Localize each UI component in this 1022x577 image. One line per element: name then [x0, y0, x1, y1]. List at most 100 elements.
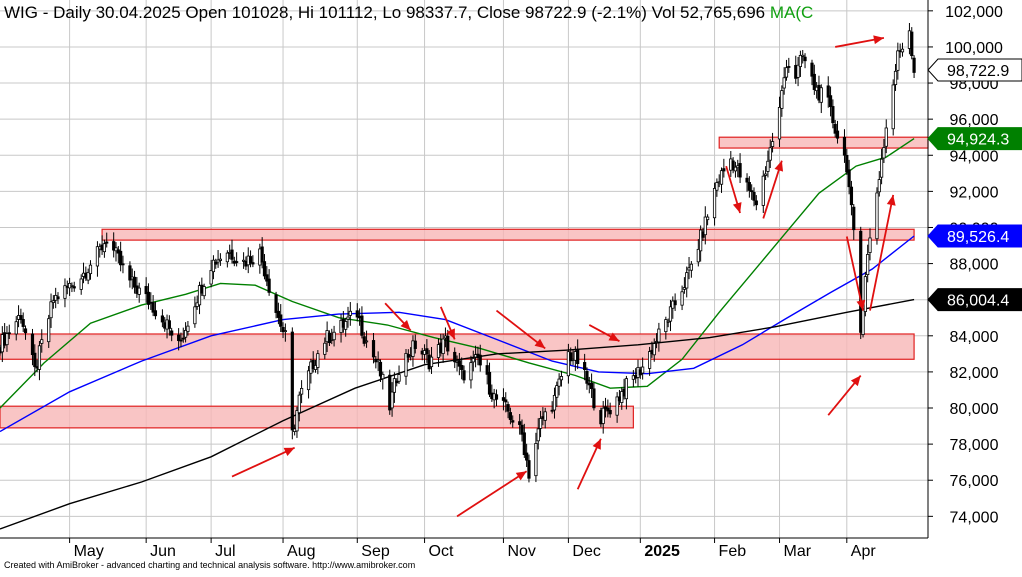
candle-body: [747, 182, 751, 191]
value-badge-ma-long: 86,004.4: [927, 288, 1022, 312]
candle-body: [608, 409, 612, 415]
candle-body: [360, 315, 364, 336]
candle-body: [852, 206, 856, 231]
candle: [798, 50, 803, 77]
candle-body: [311, 359, 315, 370]
candle-body: [657, 328, 661, 343]
candle: [295, 406, 299, 438]
candle: [262, 254, 267, 280]
arrow-shaft: [456, 470, 528, 518]
candle: [900, 42, 905, 57]
candle-body: [364, 340, 369, 343]
value-badge-label: 89,526.4: [947, 229, 1009, 246]
candle: [543, 407, 547, 429]
candle: [787, 57, 791, 73]
candle-body: [761, 175, 765, 206]
candle-body: [664, 319, 668, 333]
y-tick-label: 92,000: [950, 184, 999, 201]
candle: [344, 317, 348, 337]
candle-body: [371, 340, 376, 358]
candle-body: [381, 373, 385, 380]
annotation-arrow: [762, 160, 784, 219]
candle-body: [859, 230, 863, 333]
candle: [460, 357, 464, 380]
candle-body: [404, 353, 408, 377]
y-tick-label: 78,000: [950, 437, 999, 454]
candle-body: [186, 325, 190, 332]
candle: [703, 206, 707, 245]
candle-body: [538, 418, 543, 429]
candle: [56, 292, 60, 304]
candle: [47, 314, 51, 348]
x-tick-label: Jun: [150, 543, 176, 560]
candle-body: [768, 147, 772, 161]
candle: [866, 244, 870, 283]
candle: [859, 226, 863, 340]
candle: [782, 67, 786, 95]
candle: [170, 327, 174, 342]
candle: [469, 355, 473, 389]
arrow-head: [446, 328, 455, 340]
candle: [211, 255, 216, 280]
support-zone: [718, 136, 929, 149]
candle: [446, 329, 450, 356]
annotation-arrow: [835, 35, 885, 48]
candle: [144, 277, 148, 303]
candle-body: [731, 160, 735, 171]
candle-body: [63, 285, 67, 299]
candle: [847, 159, 851, 195]
candle: [819, 84, 823, 114]
candle: [504, 392, 508, 413]
candle: [332, 325, 336, 347]
candle-body: [810, 62, 814, 77]
x-tick-label: May: [74, 543, 104, 560]
annotation-arrow: [439, 306, 456, 340]
candle-body: [299, 388, 304, 395]
candle: [183, 322, 188, 343]
candle-body: [132, 276, 137, 288]
candle: [576, 339, 580, 370]
candle-body: [453, 351, 457, 363]
series-line-ma-long: [0, 298, 915, 530]
candle: [425, 339, 429, 363]
candle-body: [193, 306, 197, 325]
candle: [30, 328, 35, 366]
candle-body: [355, 310, 359, 318]
candle-body: [446, 335, 450, 352]
candle: [522, 423, 526, 458]
candle-body: [780, 90, 784, 109]
candle: [37, 341, 42, 381]
candle: [590, 373, 594, 399]
arrow-head: [774, 160, 784, 172]
candle: [501, 388, 506, 411]
annotation-arrow: [495, 309, 546, 350]
candle-body: [460, 365, 464, 370]
candle: [306, 365, 311, 399]
candle: [689, 261, 693, 278]
candle-body: [550, 409, 554, 412]
candle: [214, 258, 218, 269]
candle-body: [624, 378, 629, 400]
candle: [381, 371, 385, 390]
candle-body: [487, 371, 492, 395]
candle-body: [376, 359, 380, 362]
candle: [812, 64, 816, 95]
candle-body: [875, 192, 879, 240]
candle-body: [880, 158, 884, 178]
candle: [768, 139, 772, 168]
candle-body: [241, 259, 246, 262]
candle-body: [462, 370, 466, 381]
candle: [177, 328, 181, 351]
candle-body: [522, 432, 526, 456]
annotation-arrow: [725, 165, 742, 214]
candle-body: [485, 365, 489, 375]
candle-body: [281, 327, 285, 333]
candle: [555, 381, 559, 407]
candle: [132, 270, 137, 294]
candle: [86, 268, 90, 285]
candle: [780, 85, 784, 117]
value-badge-shape: [927, 58, 1022, 82]
candle-body: [14, 321, 18, 335]
header-ma-text: MA(C: [769, 3, 814, 22]
candle: [673, 293, 677, 311]
